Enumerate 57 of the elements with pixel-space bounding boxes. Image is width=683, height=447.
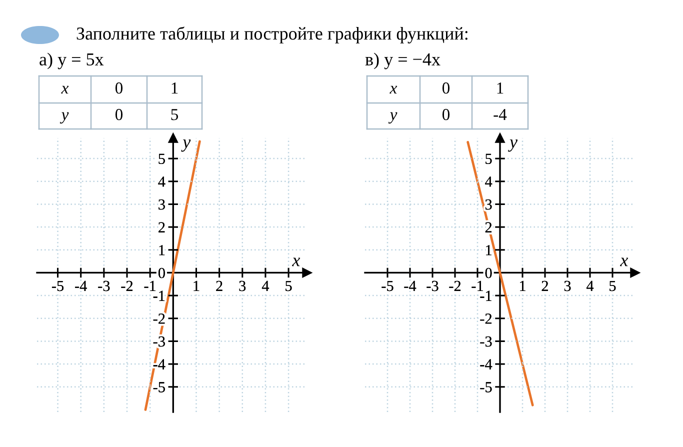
y-tick-label: 2	[158, 222, 165, 232]
y-tick-label: -1	[480, 290, 492, 301]
y-tick-label: -5	[153, 382, 165, 392]
x-tick-label: 3	[564, 280, 571, 292]
y-tick-label: 4	[485, 176, 492, 187]
y-tick-label: 3	[158, 199, 165, 210]
x-tick-label: 5	[286, 280, 292, 292]
text: x	[390, 86, 398, 94]
text: x	[61, 86, 69, 94]
x-tick-label: 1	[194, 280, 200, 291]
x-axis-title: x	[620, 258, 628, 266]
x-tick-label: -4	[404, 280, 416, 291]
text: 1	[172, 82, 178, 94]
x-tick-label: -2	[449, 280, 461, 291]
text: 0	[115, 108, 123, 120]
x-tick-label: 5	[610, 280, 616, 292]
x-tick-label: -4	[75, 280, 87, 291]
x-tick-label: 3	[239, 280, 246, 292]
chart-subtitle: в) y = −4x	[365, 52, 440, 70]
text: -4	[494, 109, 507, 120]
x-tick-label: 4	[262, 280, 270, 291]
y-tick-label: -1	[153, 290, 165, 301]
x-tick-label: -5	[382, 280, 394, 292]
text: 0	[442, 82, 450, 94]
y-tick-label: 4	[158, 176, 166, 187]
y-tick-label: -4	[480, 359, 492, 370]
text: y	[60, 112, 69, 124]
chart-subtitle: а) y = 5x	[40, 52, 104, 70]
x-tick-label: -3	[426, 280, 438, 292]
y-tick-label: 5	[158, 154, 165, 164]
x-tick-label: 1	[520, 280, 526, 291]
x-tick-label: -5	[52, 280, 64, 292]
y-tick-label: 1	[486, 245, 492, 256]
x-axis-title: x	[292, 258, 300, 266]
x-tick-label: 2	[542, 280, 548, 291]
text: 0	[115, 82, 123, 94]
y-tick-label: -5	[480, 382, 492, 392]
x-tick-label: 2	[216, 280, 222, 291]
y-axis-title: y	[181, 140, 191, 152]
x-tick-label: -2	[121, 280, 133, 291]
x-tick-label: 4	[586, 280, 594, 291]
x-tick-label: -1	[144, 280, 156, 291]
x-tick-label: -3	[98, 280, 110, 292]
y-tick-label: 1	[159, 245, 165, 256]
y-tick-label: 3	[485, 199, 492, 210]
x-tick-label: -1	[472, 280, 483, 291]
text: 0	[442, 108, 450, 120]
y-tick-label: -2	[480, 314, 492, 324]
y-tick-label: -3	[480, 336, 492, 347]
chart-title: Заполните таблицы и постройте графики функций:	[76, 26, 468, 44]
y-tick-label: 5	[486, 154, 492, 164]
text: 5	[171, 109, 178, 120]
y-axis-title: y	[508, 140, 518, 152]
text: y	[388, 112, 398, 124]
y-tick-label: 0	[158, 268, 165, 278]
text: 1	[497, 82, 504, 94]
y-tick-label: 0	[485, 268, 492, 278]
